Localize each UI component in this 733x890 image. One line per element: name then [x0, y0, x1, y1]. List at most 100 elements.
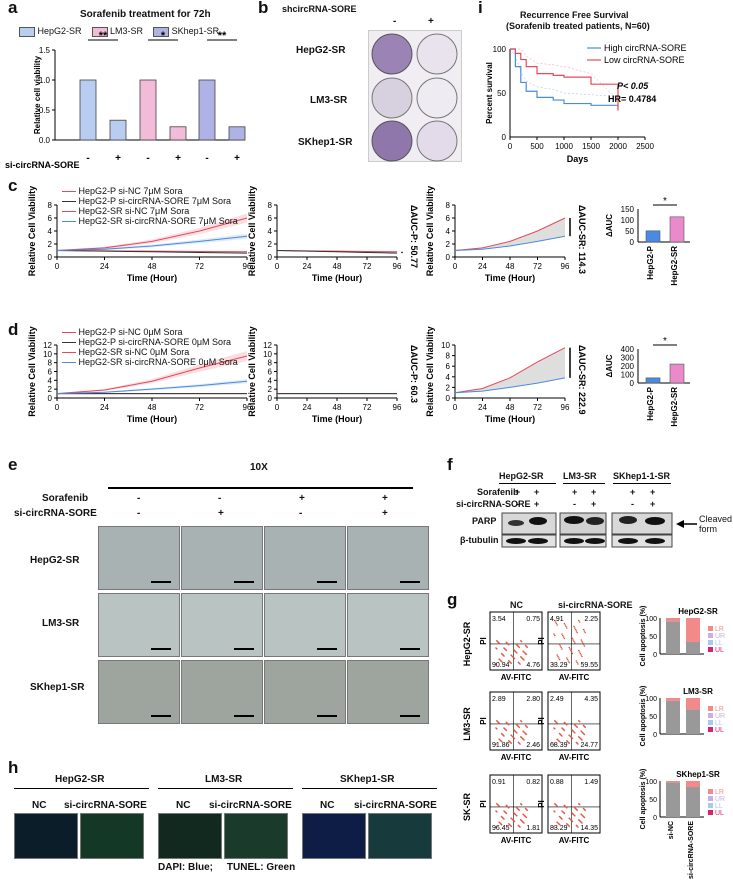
y-axis-label: Cell apoptosis (%) — [640, 606, 647, 667]
y-tick-label: 8 — [446, 352, 451, 361]
flow-event — [570, 649, 572, 652]
legend-item: HepG2-SR si-circRNA-SORE 0μM Sora — [62, 357, 238, 367]
growth-curve — [276, 250, 398, 254]
bar-segment — [686, 698, 700, 710]
legend-item: LM3-SR — [91, 26, 143, 37]
y-tick-label: 4 — [446, 227, 451, 236]
flow-event — [508, 724, 510, 726]
x-tick-label: 1500 — [582, 142, 600, 151]
flow-event — [516, 652, 518, 654]
x-tick-label: 500 — [530, 142, 544, 151]
treatment-sign: + — [630, 487, 636, 497]
y-tick-label: 50 — [625, 227, 634, 236]
panel-h-group-label: HepG2-SR — [55, 774, 105, 785]
sig-label: ** — [99, 30, 108, 42]
x-axis-label: Time (Hour) — [312, 414, 362, 424]
bar — [139, 79, 157, 141]
y-axis-label: Relative Cell Viability — [247, 326, 257, 416]
x-tick-label: 2500 — [636, 142, 654, 151]
tunel-image — [158, 813, 222, 859]
y-tick-label: 100 — [493, 45, 507, 54]
legend-item: HepG2-SR si-NC 0μM Sora — [62, 347, 238, 357]
y-axis-label: PI — [537, 637, 546, 645]
auc-label: ΔAUC-P: 60.3 — [409, 345, 419, 403]
y-axis-label: PI — [479, 637, 488, 645]
flow-row-label: HepG2-SR — [462, 621, 472, 666]
flow-event — [553, 826, 555, 828]
flow-event — [508, 644, 510, 646]
bar-segment — [686, 709, 700, 734]
bar — [669, 363, 685, 384]
x-tick-label: 24 — [100, 403, 109, 412]
flow-event — [561, 735, 563, 737]
treatment-sign: + — [650, 487, 656, 497]
quadrant-value: 2.46 — [526, 742, 540, 749]
y-tick-label: 50 — [649, 797, 657, 804]
flow-event — [571, 737, 574, 740]
flow-event — [583, 733, 586, 736]
panel-h-group-label: LM3-SR — [205, 774, 243, 785]
x-tick-label: HepG2-P — [646, 245, 655, 279]
x-axis-label: Time (Hour) — [127, 414, 177, 424]
flow-event — [576, 661, 578, 664]
legend-swatch — [708, 640, 713, 645]
flow-event — [557, 655, 559, 658]
flow-event — [516, 815, 518, 817]
growth-curve — [56, 235, 248, 251]
quadrant-value: 0.75 — [526, 616, 540, 623]
x-tick-label: 0 — [55, 403, 60, 412]
panel-h-sub-label: NC — [320, 800, 335, 811]
tunel-image — [80, 813, 144, 859]
flow-event — [566, 657, 568, 659]
x-tick-label: 96 — [393, 403, 402, 412]
y-axis-label: PI — [537, 717, 546, 725]
y-tick-label: 0 — [48, 253, 53, 262]
x-tick-label: 96 — [393, 262, 402, 271]
flow-event — [571, 652, 574, 655]
flow-event — [513, 737, 516, 740]
y-tick-label: 8 — [48, 201, 53, 210]
x-tick-label: 72 — [533, 262, 542, 271]
panel-h-divider — [14, 788, 149, 789]
flow-event — [554, 619, 556, 622]
y-tick-label: 8 — [268, 201, 273, 210]
flow-event — [583, 816, 586, 819]
flow-event — [510, 742, 512, 744]
panel-e-row-label: SKhep1-SR — [30, 682, 85, 693]
y-tick-label: 200 — [621, 362, 635, 371]
x-tick-label: 96 — [561, 403, 570, 412]
flow-event — [579, 652, 582, 655]
legend-label: LR — [715, 789, 724, 796]
treatment-sign: - — [137, 508, 141, 519]
y-tick-label: 2 — [268, 240, 273, 249]
legend-swatch — [708, 810, 713, 815]
blot-divider — [563, 483, 605, 484]
flow-event — [561, 633, 563, 635]
row-label: si-circRNA-SORE — [5, 160, 80, 170]
flow-event — [578, 803, 581, 806]
flow-plot-frame — [547, 774, 601, 834]
ci-line — [510, 48, 619, 101]
flow-event — [581, 822, 583, 824]
blot-cell-label: HepG2-SR — [499, 471, 544, 481]
y-axis-label: Relative Cell Viability — [27, 186, 37, 276]
stat-label: P< 0.05 — [617, 81, 649, 91]
x-tick-label: HepG2-SR — [670, 387, 679, 427]
y-axis-label: PI — [537, 800, 546, 808]
y-tick-label: 10 — [441, 341, 450, 350]
flow-event — [516, 732, 518, 734]
flow-event — [500, 660, 503, 663]
flow-event — [498, 642, 501, 644]
flow-event — [574, 815, 576, 817]
flow-event — [556, 805, 558, 807]
colony-plate-image — [368, 30, 462, 162]
panel-a-title: Sorafenib treatment for 72h — [80, 9, 211, 20]
flow-event — [518, 646, 520, 648]
legend-item: HepG2-SR si-circRNA-SORE 7μM Sora — [62, 216, 238, 226]
flow-event — [526, 726, 528, 728]
flow-event — [525, 816, 528, 819]
flow-event — [553, 663, 555, 665]
flow-event — [584, 726, 586, 728]
y-tick-label: 4 — [268, 376, 273, 385]
